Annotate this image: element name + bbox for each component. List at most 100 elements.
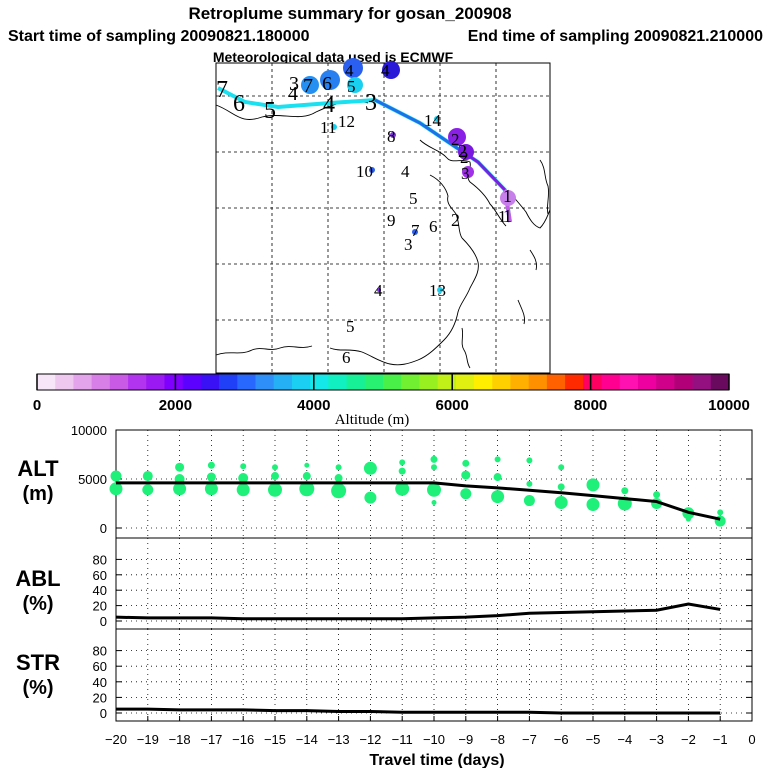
colorbar-tick-label: 4000: [297, 397, 330, 414]
x-tick-label: 0: [748, 732, 755, 747]
colorbar-swatch: [346, 374, 366, 390]
x-tick-label: −19: [137, 732, 159, 747]
altitude-point: [206, 472, 216, 482]
day-label: 2: [451, 130, 460, 149]
colorbar-swatch: [710, 374, 730, 390]
altitude-point: [204, 482, 218, 496]
altitude-point: [238, 473, 249, 484]
altitude-point: [271, 472, 279, 481]
altitude-point: [302, 472, 311, 481]
day-label: 4: [381, 61, 390, 80]
altitude-point: [335, 464, 342, 471]
plume-track-mid: [374, 98, 461, 152]
time-series-panels: 0500010000ALT(m)020406080ABL(%)020406080…: [15, 423, 755, 768]
colorbar-swatch: [128, 374, 147, 390]
y-tick-label: 10000: [71, 423, 107, 438]
day-label: 1: [498, 207, 507, 226]
day-label: 4: [374, 281, 383, 300]
x-tick-label: −11: [392, 732, 413, 747]
colorbar-swatch: [328, 374, 347, 390]
x-tick-label: −7: [522, 732, 537, 747]
day-label: 5: [347, 77, 356, 96]
day-label: 4: [323, 92, 335, 118]
altitude-point: [398, 467, 406, 475]
day-label: 4: [401, 162, 410, 181]
altitude-point: [207, 461, 215, 469]
altitude-point: [299, 481, 315, 497]
day-label: 14: [424, 111, 442, 130]
altitude-point: [427, 482, 441, 497]
panel-ylabel-unit: (m): [22, 483, 53, 505]
colorbar-swatch: [437, 374, 457, 390]
panel-ylabel-unit: (%): [22, 677, 53, 699]
altitude-point: [558, 464, 565, 471]
altitude-point: [142, 484, 154, 496]
x-tick-label: −8: [490, 732, 505, 747]
y-tick-label: 80: [93, 552, 107, 567]
colorbar-swatch: [583, 374, 602, 390]
colorbar-swatch: [291, 374, 311, 390]
day-label: 3: [461, 164, 470, 183]
day-label: 3: [289, 73, 299, 95]
panel-ylabel: ABL: [15, 566, 60, 591]
y-tick-label: 0: [100, 706, 107, 721]
colorbar-swatch: [546, 374, 566, 390]
colorbar-swatch: [182, 374, 202, 390]
colorbar-tick-label: 8000: [574, 397, 607, 414]
y-tick-label: 0: [100, 521, 107, 536]
day-label: 1: [503, 186, 512, 206]
y-tick-label: 60: [93, 568, 107, 583]
colorbar-swatch: [73, 374, 93, 390]
day-label: 2: [458, 141, 467, 161]
colorbar-swatch: [656, 374, 675, 390]
altitude-point: [363, 461, 377, 475]
y-tick-label: 40: [93, 675, 107, 690]
colorbar-swatch: [637, 374, 657, 390]
colorbar-swatch: [109, 374, 129, 390]
day-label: 1: [503, 206, 512, 226]
y-tick-label: 40: [93, 583, 107, 598]
cluster-markers: [301, 58, 516, 293]
altitude-point: [431, 464, 437, 471]
colorbar-swatch: [200, 374, 220, 390]
altitude-point: [586, 478, 600, 492]
x-tick-label: −1: [713, 732, 728, 747]
day-label: 6: [429, 217, 438, 236]
altitude-point: [236, 483, 250, 497]
altitude-point: [173, 482, 187, 496]
colorbar-tick-label: 0: [33, 397, 41, 414]
x-tick-label: −5: [586, 732, 601, 747]
day-label: 12: [338, 112, 355, 131]
day-label: 6: [233, 91, 245, 117]
map-gridlines: [216, 63, 550, 373]
day-label: 2: [451, 210, 460, 230]
y-tick-label: 5000: [78, 472, 107, 487]
day-labels: 7 6 5 4 3 2 1 1 2 3 4 5 6 7 8 9 10 11 12…: [216, 61, 512, 367]
altitude-point: [395, 481, 410, 496]
altitude-point: [304, 462, 310, 468]
colorbar-swatch: [383, 374, 402, 390]
altitude-point: [240, 463, 247, 470]
trajectory-map: 7 6 5 4 3 2 1 1 2 3 4 5 6 7 8 9 10 11 12…: [215, 58, 551, 374]
day-label: 7: [303, 75, 313, 97]
x-tick-label: −13: [328, 732, 350, 747]
colorbar-swatch: [164, 374, 184, 390]
day-label: 9: [387, 211, 396, 230]
altitude-point: [493, 473, 502, 482]
colorbar-swatch: [619, 374, 639, 390]
altitude-point: [554, 496, 568, 510]
altitude-point: [268, 482, 282, 497]
altitude-point: [462, 459, 470, 467]
altitude-point: [142, 471, 153, 482]
panel-alt: 0 5000 10000 ALT(m): [17, 423, 753, 539]
x-tick-label: −2: [681, 732, 696, 747]
day-label: 11: [320, 118, 336, 137]
altitude-point: [430, 455, 438, 463]
colorbar-tick-labels: 0 2000 4000 6000 8000 10000: [33, 397, 750, 414]
day-label: 4: [345, 61, 354, 80]
x-tick-label: −15: [264, 732, 286, 747]
day-label: 7: [216, 77, 228, 103]
day-label: 2: [460, 148, 469, 167]
